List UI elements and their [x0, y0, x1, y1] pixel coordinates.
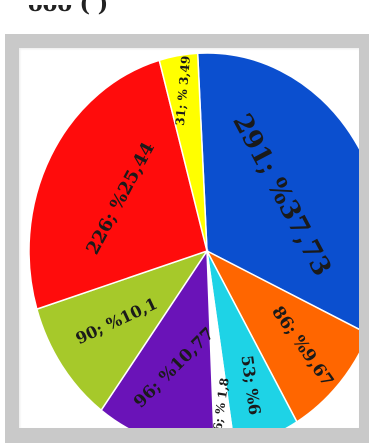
pie-slice-291 [196, 52, 359, 331]
cropped-header-text: ᴗᴗᴗ ( ) [0, 0, 370, 26]
pie-slice-86 [205, 249, 359, 423]
chart-area: 291; %37,73 86; %9,67 53; %6 16; % 1,8 96; %… [19, 48, 359, 428]
pie-slices [28, 52, 359, 428]
pie-slice-96 [100, 248, 215, 428]
header-text: ᴗᴗᴗ ( ) [28, 0, 109, 17]
pie-slice-16 [206, 250, 233, 428]
pie-slice-53 [206, 250, 298, 428]
pie-slice-31 [158, 52, 208, 252]
pie-label-31: 31; % 3,49 [173, 55, 193, 126]
pie-slice-226 [28, 59, 208, 311]
pie-slice-90 [35, 249, 209, 412]
chart-frame: 291; %37,73 86; %9,67 53; %6 16; % 1,8 96; %… [5, 34, 369, 443]
